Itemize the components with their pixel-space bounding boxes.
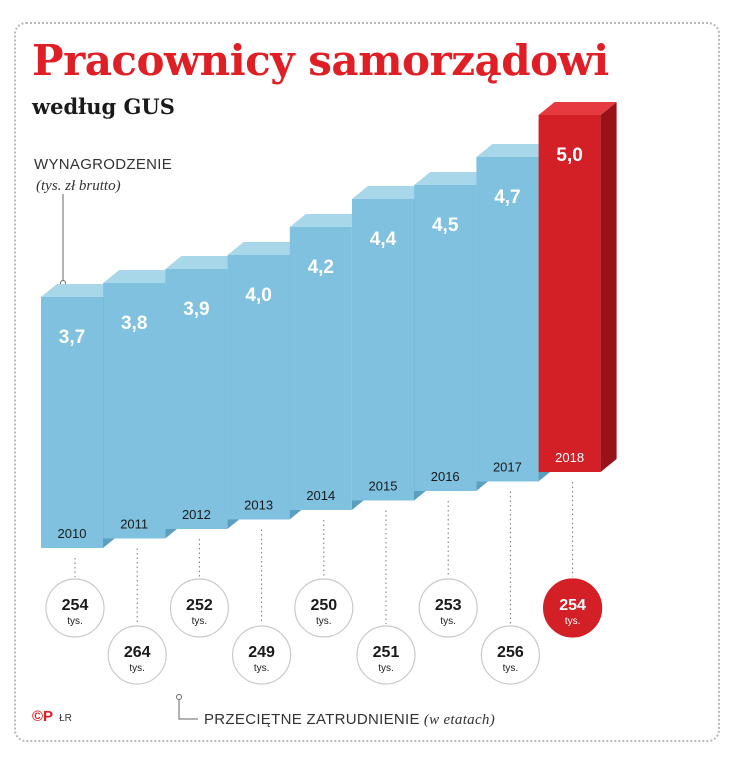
bar-value-label: 4,2 [308,257,334,278]
employment-circle: 254 tys. [542,578,603,638]
employment-unit: tys. [316,616,332,627]
employment-circle-shape [542,578,603,638]
employment-unit: tys. [440,616,456,627]
bar-year-label: 2016 [431,469,460,484]
bar-top [352,186,430,199]
bar-top [538,102,617,115]
chart-frame [14,22,720,742]
employment-series-name: PRZECIĘTNE ZATRUDNIENIE [204,711,420,728]
bar-value-label: 3,8 [121,313,147,334]
bar: 3,8 2011 [103,270,182,539]
employment-series-unit: (w etatach) [423,712,496,728]
employment-circle: 253 tys. [418,578,478,638]
employment-leader-line [178,700,198,720]
publisher-logo: ©P ŁR [32,708,72,726]
employment-circle: 251 tys. [356,625,416,685]
bar-value-label: 4,5 [432,215,459,236]
bar-year-label: 2011 [120,517,148,532]
bar-year-label: 2018 [555,450,584,465]
bar-year-label: 2015 [369,479,398,494]
bar-value-label: 5,0 [556,145,582,166]
employment-circle: 250 tys. [294,578,354,638]
employment-circle: 264 tys. [107,625,167,685]
employment-value: 252 [186,597,213,614]
bar-side [600,102,617,472]
chart-title: Pracownicy samorządowi [32,36,609,85]
bar-front [476,157,539,482]
bar-top [476,144,555,157]
employment-circle: 254 tys. [45,578,105,638]
bar-top [289,214,368,227]
employment-value: 256 [497,644,524,661]
bar-front [103,283,166,539]
employment-circle-shape [45,578,105,638]
employment-leader-dot [176,694,182,700]
bar-year-label: 2013 [244,498,273,513]
publisher-mark: ©P [32,708,54,725]
bar-front [538,115,601,472]
bar: 5,0 2018 [538,102,617,472]
bar-year-label: 2012 [182,507,211,522]
wage-series-label: WYNAGRODZENIE [34,156,173,173]
bar-value-label: 4,7 [494,187,520,208]
employment-value: 254 [62,597,89,614]
employment-unit: tys. [254,663,270,674]
bar-top [103,270,182,283]
employment-circle: 249 tys. [232,625,292,685]
employment-value: 250 [310,597,337,614]
employment-value: 251 [373,644,400,661]
bar-front [41,297,103,548]
bar-front [289,227,352,510]
employment-unit: tys. [378,663,394,674]
employment-unit: tys. [129,663,145,674]
employment-circle-shape [107,625,167,685]
employment-circle-shape [169,578,229,638]
bar-top [165,256,244,269]
bar-year-label: 2017 [493,460,522,475]
bar-top [41,284,119,297]
bar-value-label: 3,7 [59,327,85,348]
employment-value: 254 [559,597,586,614]
employment-unit: tys. [67,616,83,627]
bar-top [414,172,493,185]
bar-front [227,255,290,520]
bar-value-label: 4,0 [245,285,271,306]
chart-subtitle: według GUS [32,94,175,119]
employment-unit: tys. [503,663,519,674]
employment-series-label: PRZECIĘTNE ZATRUDNIENIE (w etatach) [204,711,495,729]
bar-value-label: 4,4 [370,229,397,250]
wage-series-unit: (tys. zł brutto) [36,178,121,194]
bar-year-label: 2014 [306,488,335,503]
employment-circle: 256 tys. [480,625,540,685]
employment-circle-shape [418,578,478,638]
employment-value: 264 [124,644,151,661]
bar-front [414,185,477,491]
employment-circle: 252 tys. [169,578,229,638]
bar-front [165,269,228,529]
author-initials: ŁR [59,713,72,724]
employment-circle-shape [294,578,354,638]
bar-top [227,242,306,255]
employment-value: 253 [435,597,462,614]
bar-front [352,199,414,501]
employment-value: 249 [248,644,275,661]
employment-circle-shape [232,625,292,685]
employment-unit: tys. [565,616,581,627]
bar-value-label: 3,9 [183,299,209,320]
employment-circle-shape [356,625,416,685]
employment-circle-shape [480,625,540,685]
bar-year-label: 2010 [58,526,87,541]
employment-unit: tys. [192,616,208,627]
